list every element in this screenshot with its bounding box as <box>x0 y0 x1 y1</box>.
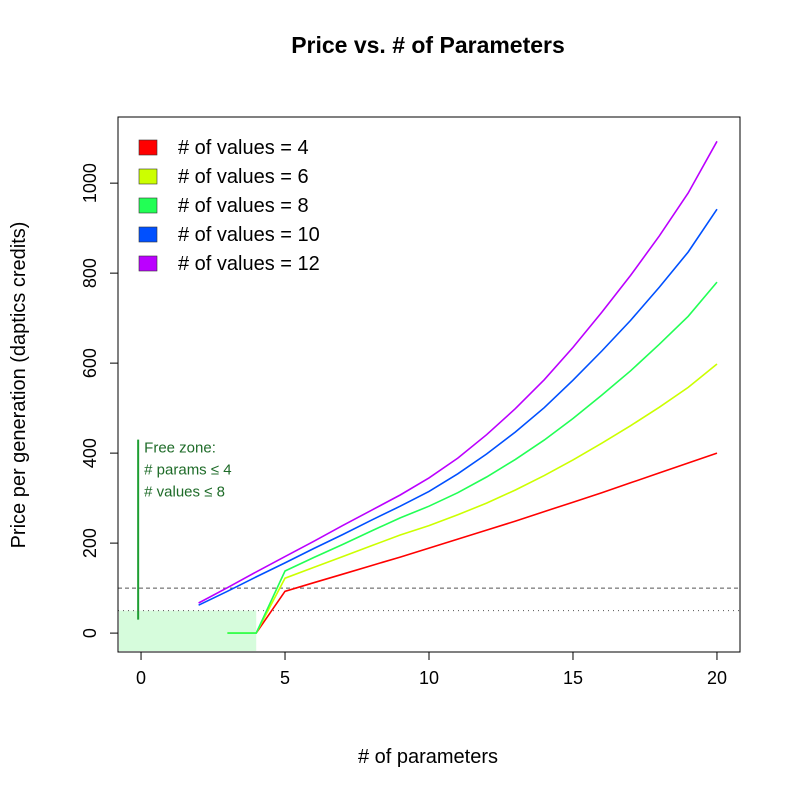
y-tick-label: 0 <box>80 628 100 638</box>
legend-swatch <box>138 139 158 156</box>
y-axis-label: Price per generation (daptics credits) <box>8 222 30 549</box>
series-lines <box>198 140 718 634</box>
y-axis: 0 200 400 600 800 1000 <box>80 163 119 638</box>
free-zone: Free zone: # params ≤ 4 # values ≤ 8 <box>119 439 257 651</box>
legend-label: # of values = 10 <box>178 224 320 246</box>
legend-label: # of values = 12 <box>178 253 320 275</box>
free-zone-annotation-line: # params ≤ 4 <box>144 462 231 479</box>
y-tick-label: 600 <box>80 348 100 378</box>
legend-swatch <box>138 197 158 214</box>
x-tick-label: 5 <box>280 668 290 688</box>
free-zone-annotation-line: Free zone: <box>144 440 216 457</box>
legend-label: # of values = 8 <box>178 195 309 217</box>
legend-swatch <box>138 226 158 243</box>
reference-lines <box>118 587 740 612</box>
legend-swatch <box>138 255 158 272</box>
legend-label: # of values = 6 <box>178 166 309 188</box>
y-tick-label: 1000 <box>80 163 100 203</box>
legend: # of values = 4 # of values = 6 # of value… <box>138 137 320 275</box>
x-tick-label: 10 <box>419 668 439 688</box>
x-axis: 0 5 10 15 20 <box>136 651 727 688</box>
legend-swatch <box>138 168 158 185</box>
series-line-4 <box>198 140 718 604</box>
series-line-3 <box>198 208 718 606</box>
free-zone-area <box>119 610 257 651</box>
y-tick-label: 400 <box>80 438 100 468</box>
y-tick-label: 200 <box>80 528 100 558</box>
series-line-0 <box>255 452 718 634</box>
y-tick-label: 800 <box>80 258 100 288</box>
x-tick-label: 0 <box>136 668 146 688</box>
free-zone-annotation-line: # values ≤ 8 <box>144 484 225 501</box>
x-axis-label: # of parameters <box>358 746 498 768</box>
series-line-1 <box>227 363 718 634</box>
series-line-2 <box>227 281 718 634</box>
x-tick-label: 15 <box>563 668 583 688</box>
chart-title: Price vs. # of Parameters <box>291 32 565 58</box>
legend-label: # of values = 4 <box>178 137 309 159</box>
x-tick-label: 20 <box>707 668 727 688</box>
